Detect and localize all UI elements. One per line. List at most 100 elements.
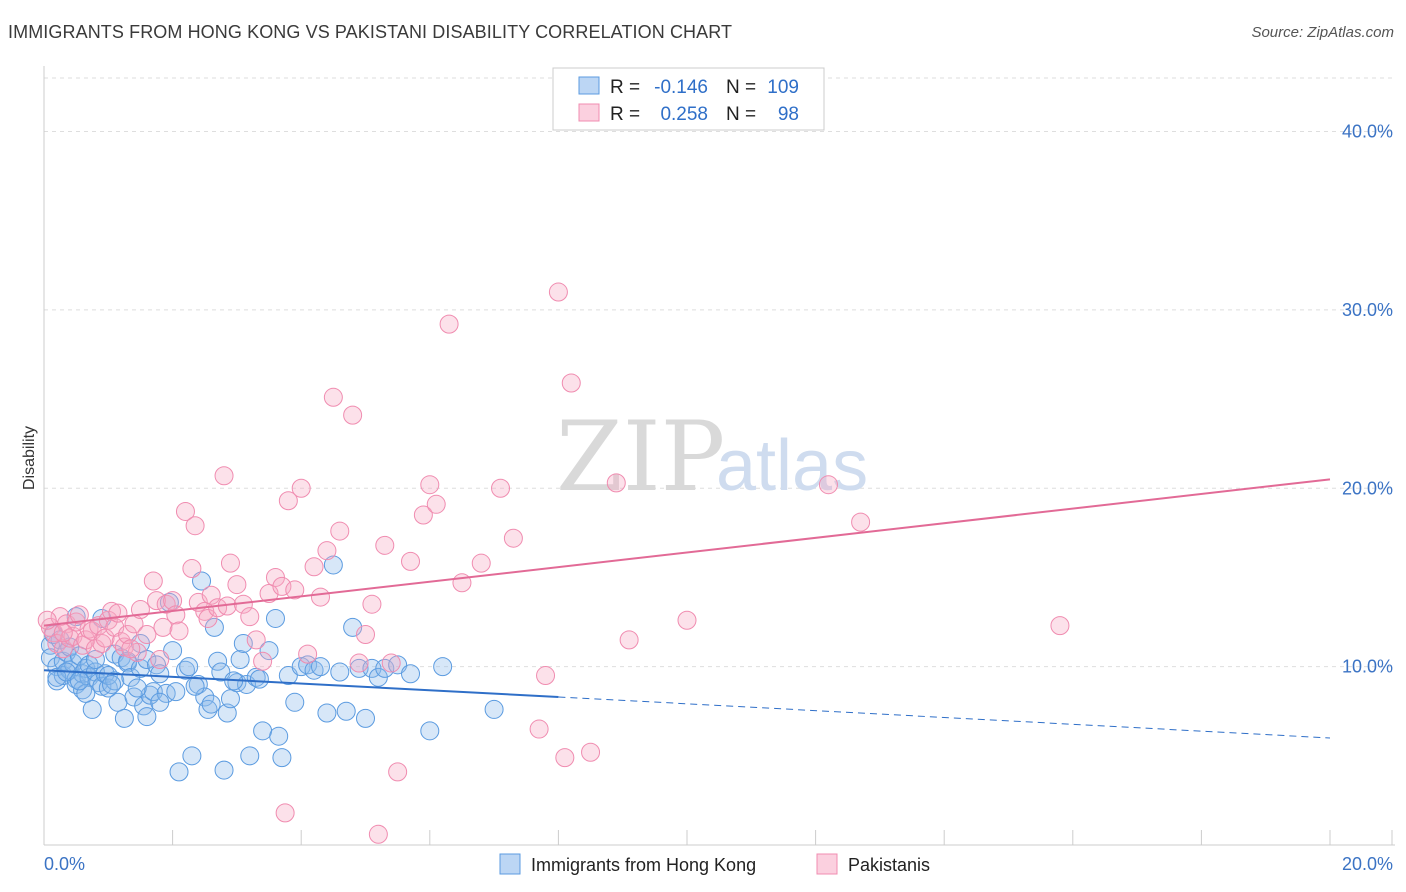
pakistani-point-75 bbox=[401, 551, 421, 571]
source-label: Source: ZipAtlas.com bbox=[1251, 24, 1394, 41]
hong-kong-point-75 bbox=[265, 608, 285, 628]
pakistani-point-39 bbox=[182, 559, 202, 579]
hong-kong-point-98 bbox=[484, 699, 504, 719]
pakistani-point-31 bbox=[147, 591, 167, 611]
pakistani-point-10 bbox=[69, 605, 89, 625]
hong-kong-point-70 bbox=[240, 746, 260, 766]
pakistani-point-89 bbox=[581, 742, 601, 762]
hong-kong-point-97 bbox=[433, 657, 453, 677]
pakistani-point-87 bbox=[555, 748, 575, 768]
bottom-legend-label-hong-kong: Immigrants from Hong Kong bbox=[531, 855, 756, 875]
hong-kong-point-21 bbox=[82, 699, 102, 719]
pakistani-point-88 bbox=[561, 373, 581, 393]
pakistani-point-43 bbox=[198, 608, 218, 628]
pakistani-point-74 bbox=[388, 762, 408, 782]
hong-kong-point-53 bbox=[179, 657, 199, 677]
hong-kong-point-83 bbox=[310, 657, 330, 677]
hong-kong-point-104 bbox=[102, 674, 122, 694]
pakistani-point-98 bbox=[121, 639, 141, 659]
watermark: ZIP atlas bbox=[556, 401, 868, 513]
pakistani-point-56 bbox=[272, 576, 292, 596]
pakistani-point-70 bbox=[362, 594, 382, 614]
pakistani-point-93 bbox=[818, 475, 838, 495]
pakistani-point-59 bbox=[285, 580, 305, 600]
pakistani-point-52 bbox=[246, 630, 266, 650]
hong-kong-point-61 bbox=[208, 651, 228, 671]
hong-kong-point-87 bbox=[336, 701, 356, 721]
pakistani-point-36 bbox=[166, 605, 186, 625]
pakistani-point-3 bbox=[47, 633, 67, 653]
hong-kong-trend-line bbox=[43, 669, 559, 698]
hong-kong-point-79 bbox=[285, 692, 305, 712]
pakistani-point-68 bbox=[349, 653, 369, 673]
pakistani-point-73 bbox=[381, 653, 401, 673]
hong-kong-point-51 bbox=[169, 762, 189, 782]
pakistani-point-81 bbox=[471, 553, 491, 573]
pakistani-point-29 bbox=[137, 625, 157, 645]
pakistani-point-40 bbox=[185, 516, 205, 536]
chart-title: IMMIGRANTS FROM HONG KONG VS PAKISTANI D… bbox=[8, 22, 733, 42]
series-legend: Immigrants from Hong Kong Pakistanis bbox=[499, 853, 930, 875]
hong-kong-point-50 bbox=[166, 682, 186, 702]
trend-lines bbox=[43, 478, 1331, 739]
hong-kong-point-63 bbox=[214, 760, 234, 780]
y-tick-labels: 10.0% 20.0% 30.0% 40.0% bbox=[1342, 122, 1393, 677]
hong-kong-point-46 bbox=[150, 664, 170, 684]
pakistani-point-46 bbox=[214, 466, 234, 486]
legend-n-value-1: 109 bbox=[767, 77, 799, 98]
pakistani-point-91 bbox=[619, 630, 639, 650]
legend-swatch-pink bbox=[578, 103, 600, 122]
bottom-legend-swatch-pink bbox=[816, 853, 838, 875]
hong-kong-point-95 bbox=[401, 664, 421, 684]
legend-r-label-1: R = bbox=[610, 77, 640, 98]
hong-kong-point-74 bbox=[259, 641, 279, 661]
pakistani-point-84 bbox=[529, 719, 549, 739]
legend-r-value-2: 0.258 bbox=[660, 104, 708, 125]
pakistani-point-49 bbox=[227, 575, 247, 595]
hong-kong-point-108 bbox=[85, 649, 105, 669]
pakistani-point-72 bbox=[375, 535, 395, 555]
pakistani-point-25 bbox=[118, 625, 138, 645]
pakistani-point-22 bbox=[108, 603, 128, 623]
hong-kong-point-109 bbox=[69, 671, 89, 691]
pakistani-point-85 bbox=[536, 666, 556, 686]
hong-kong-point-66 bbox=[227, 673, 247, 693]
pakistani-point-37 bbox=[169, 621, 189, 641]
pakistani-point-66 bbox=[330, 521, 350, 541]
pakistani-point-53 bbox=[253, 651, 273, 671]
pakistani-point-30 bbox=[143, 571, 163, 591]
legend-r-value-1: -0.146 bbox=[654, 77, 708, 98]
hong-kong-point-86 bbox=[330, 662, 350, 682]
y-tick-label-3: 30.0% bbox=[1342, 300, 1393, 320]
pakistani-point-34 bbox=[156, 594, 176, 614]
pakistani-point-11 bbox=[73, 635, 93, 655]
pakistani-point-60 bbox=[291, 478, 311, 498]
pakistani-point-33 bbox=[153, 617, 173, 637]
hong-kong-point-80 bbox=[291, 657, 311, 677]
pakistani-point-62 bbox=[304, 557, 324, 577]
pakistani-point-86 bbox=[548, 282, 568, 302]
pakistani-point-82 bbox=[491, 478, 511, 498]
pakistani-point-63 bbox=[310, 587, 330, 607]
pakistani-point-65 bbox=[323, 387, 343, 407]
hong-kong-point-33 bbox=[114, 708, 134, 728]
hong-kong-point-73 bbox=[253, 721, 273, 741]
hong-kong-point-85 bbox=[323, 555, 343, 575]
legend-n-value-2: 98 bbox=[778, 104, 799, 125]
hong-kong-point-59 bbox=[201, 694, 221, 714]
legend-r-label-2: R = bbox=[610, 104, 640, 125]
y-axis-label: Disability bbox=[21, 426, 38, 490]
pakistani-point-44 bbox=[201, 585, 221, 605]
hong-kong-point-54 bbox=[182, 746, 202, 766]
hong-kong-point-100 bbox=[150, 692, 170, 712]
hong-kong-point-57 bbox=[195, 687, 215, 707]
legend-n-label-1: N = bbox=[726, 77, 756, 98]
pakistani-point-61 bbox=[298, 644, 318, 664]
hong-kong-point-72 bbox=[249, 669, 269, 689]
hong-kong-point-93 bbox=[375, 658, 395, 678]
pakistani-point-38 bbox=[175, 501, 195, 521]
pakistani-point-92 bbox=[677, 610, 697, 630]
axes bbox=[43, 66, 1395, 846]
hong-kong-point-84 bbox=[317, 703, 337, 723]
